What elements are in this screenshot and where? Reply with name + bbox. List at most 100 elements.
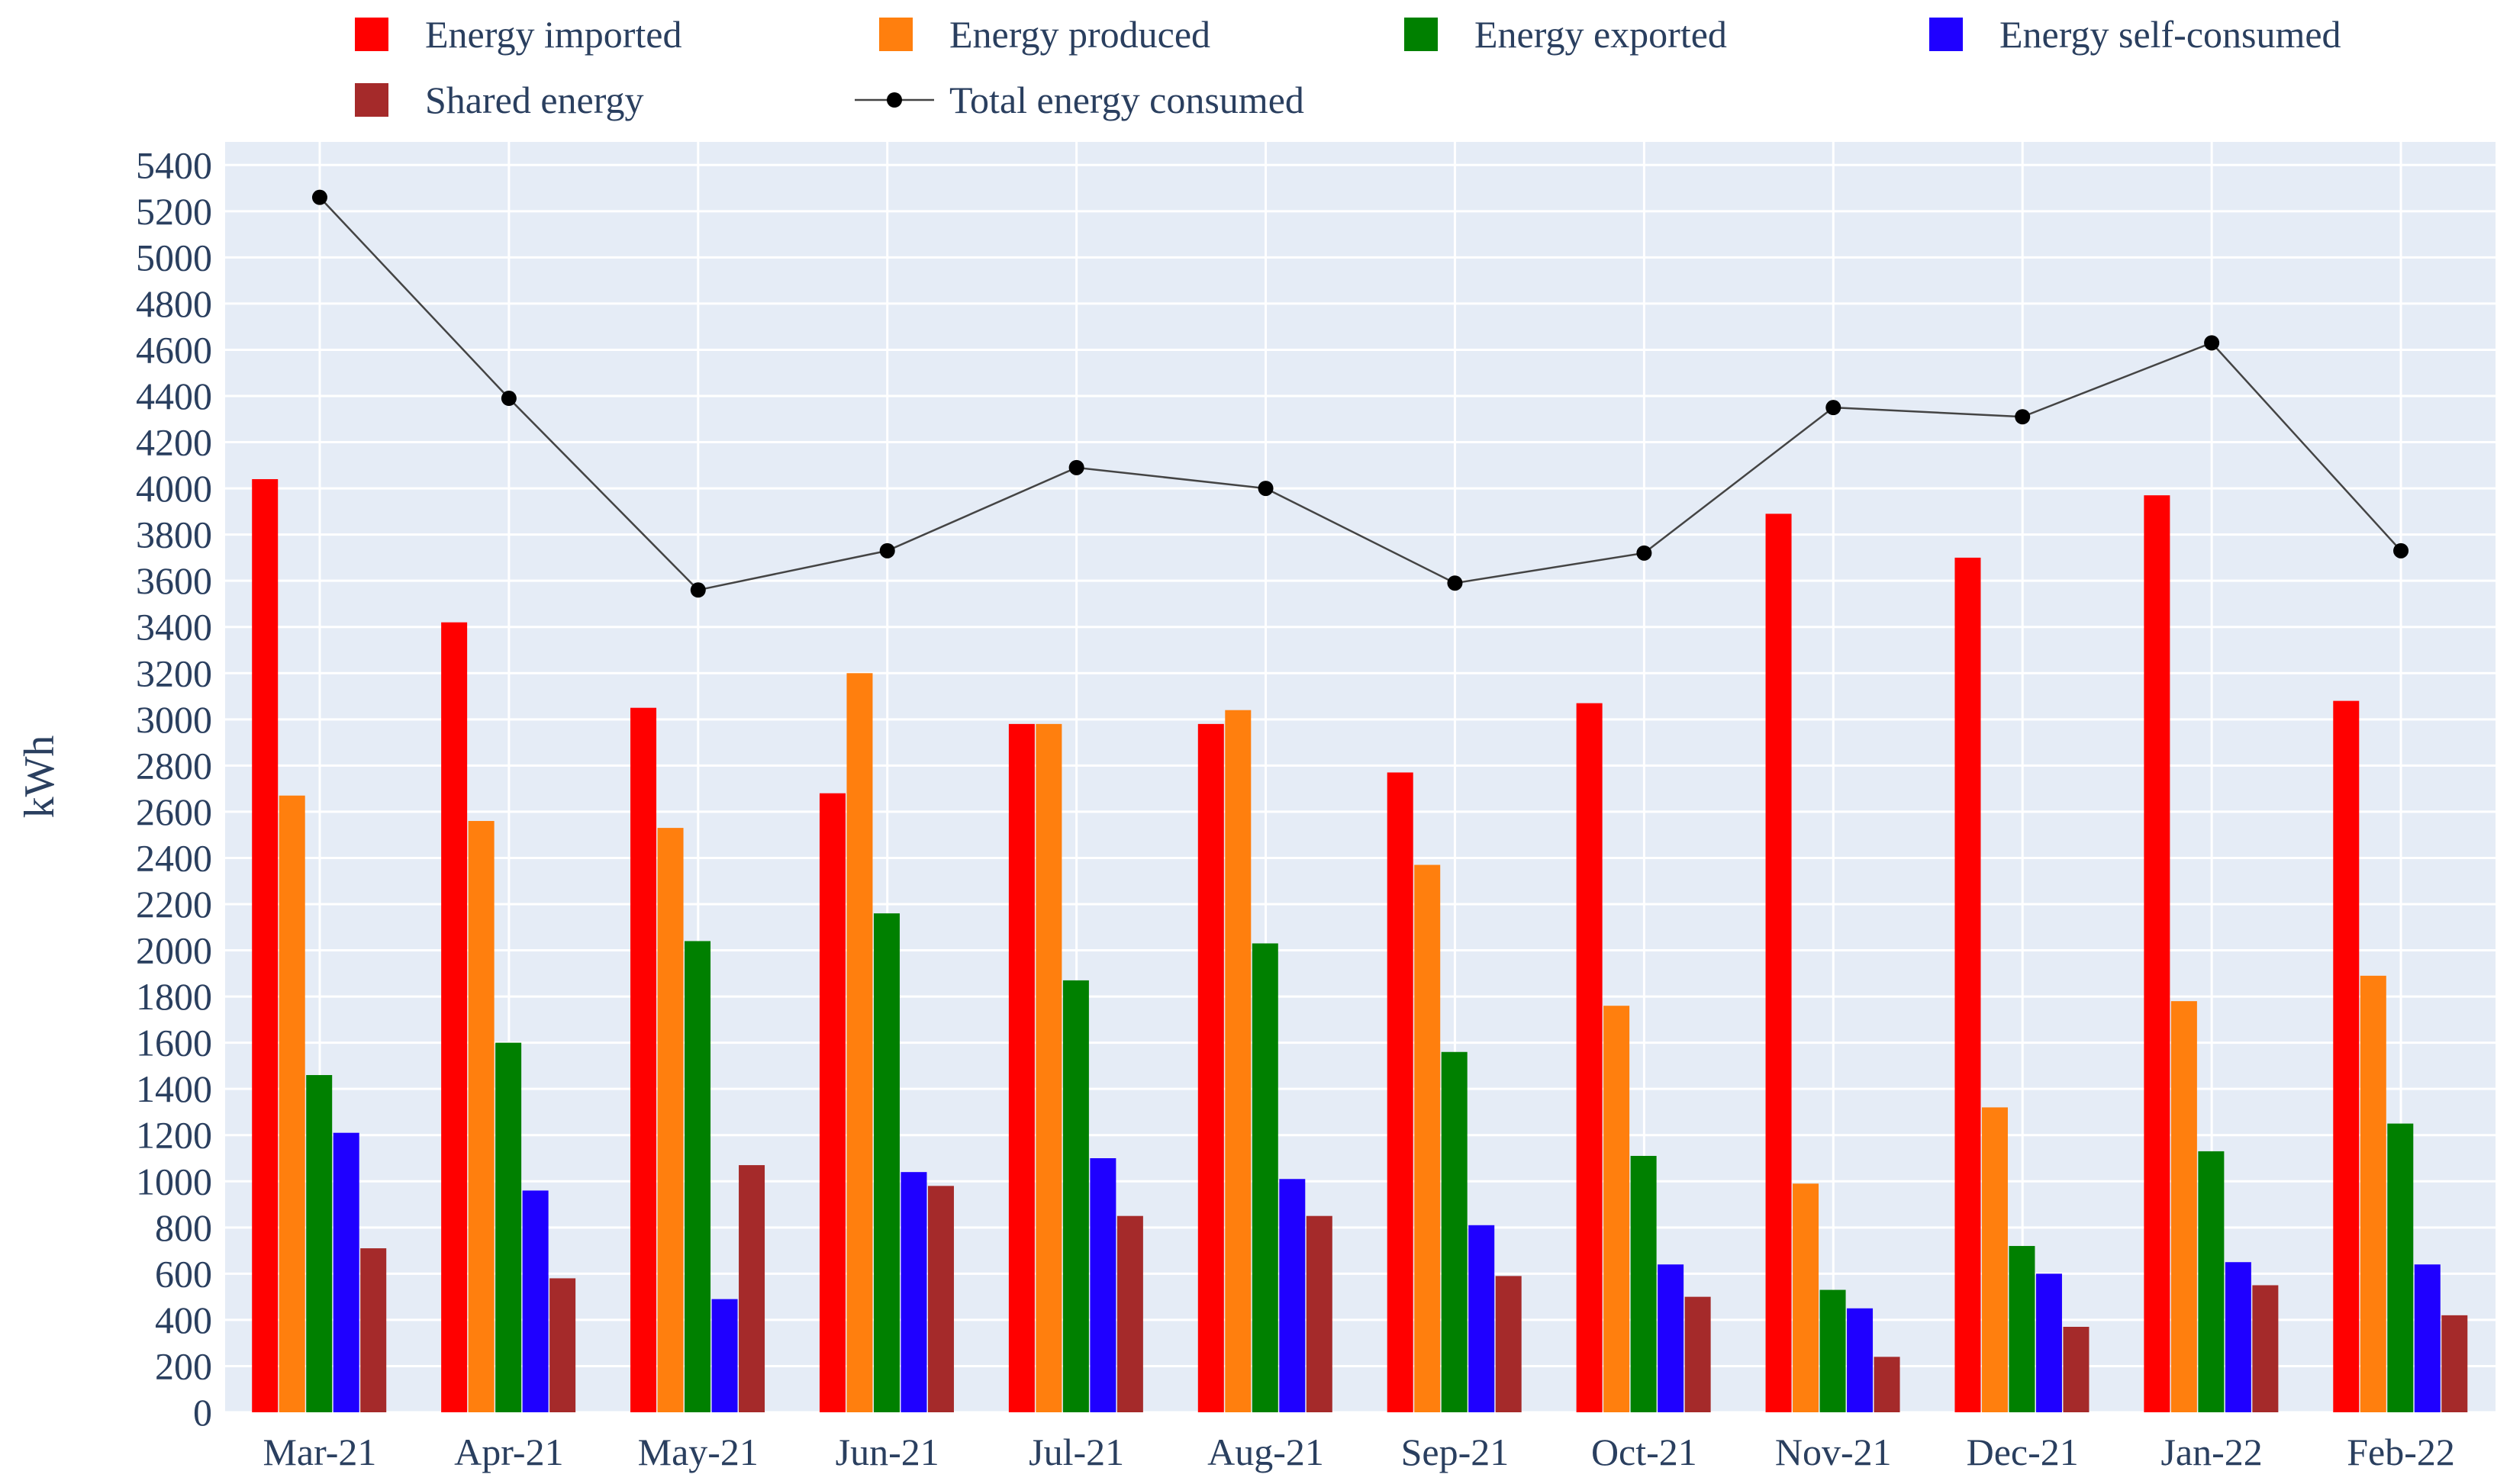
y-tick-label: 3200 [136, 652, 212, 694]
bar-shared-energy [1306, 1215, 1332, 1412]
bar-energy-produced [1225, 710, 1252, 1412]
bar-energy-produced [468, 821, 495, 1412]
bar-energy-imported [1954, 557, 1981, 1412]
legend-label: Total energy consumed [949, 79, 1304, 121]
legend-swatch [355, 83, 388, 117]
bar-shared-energy [1874, 1357, 1900, 1412]
total-energy-consumed-point [1447, 575, 1463, 591]
bar-energy-imported [1765, 513, 1792, 1413]
bar-shared-energy [739, 1165, 765, 1412]
bar-shared-energy [549, 1278, 576, 1412]
x-tick-label: May-21 [638, 1431, 759, 1473]
legend-item-energy-produced[interactable]: Energy produced [879, 13, 1210, 56]
total-energy-consumed-point [2393, 542, 2409, 559]
bar-shared-energy [927, 1186, 954, 1412]
legend-item-energy-self-consumed[interactable]: Energy self-consumed [1929, 13, 2341, 56]
bar-energy-self-consumed [711, 1299, 738, 1412]
y-tick-label: 2600 [136, 790, 212, 833]
legend-swatch [879, 18, 913, 51]
bar-energy-exported [2198, 1151, 2225, 1412]
y-tick-label: 1000 [136, 1160, 212, 1202]
y-tick-label: 2200 [136, 883, 212, 925]
x-tick-label: Jun-21 [836, 1431, 939, 1473]
bar-energy-exported [1062, 980, 1089, 1412]
bar-energy-produced [2170, 1001, 2197, 1412]
bar-energy-self-consumed [2414, 1264, 2441, 1412]
bar-energy-exported [1630, 1155, 1657, 1412]
bar-energy-produced [279, 795, 305, 1412]
bar-energy-imported [2333, 700, 2360, 1412]
bar-energy-self-consumed [2035, 1273, 2062, 1412]
total-energy-consumed-point [501, 391, 517, 407]
y-tick-label: 5200 [136, 190, 212, 233]
y-tick-label: 3400 [136, 606, 212, 649]
legend-item-energy-imported[interactable]: Energy imported [355, 13, 682, 56]
x-axis-ticks: Mar-21 Apr-21 May-21 Jun-21 Jul-21 Aug-21 Sep-… [263, 1431, 2454, 1473]
bar-energy-exported [873, 913, 900, 1412]
y-tick-label: 2400 [136, 836, 212, 879]
bar-energy-produced [1603, 1006, 1630, 1412]
legend-swatch [355, 18, 388, 51]
y-tick-label: 3600 [136, 559, 212, 602]
y-tick-label: 1200 [136, 1114, 212, 1157]
legend-label: Energy produced [949, 13, 1210, 56]
y-tick-label: 3000 [136, 698, 212, 741]
bar-energy-imported [1197, 723, 1224, 1412]
y-tick-label: 4800 [136, 282, 212, 325]
total-energy-consumed-point [1825, 400, 1841, 416]
legend-swatch [1929, 18, 1963, 51]
y-tick-label: 4400 [136, 375, 212, 417]
total-energy-consumed-point [1258, 481, 1274, 497]
legend-item-energy-exported[interactable]: Energy exported [1404, 13, 1727, 56]
bar-energy-exported [495, 1042, 522, 1412]
bar-energy-self-consumed [522, 1190, 549, 1412]
total-energy-consumed-line [319, 196, 2402, 591]
y-axis-ticks: 0200400600800100012001400160018002000220… [136, 143, 212, 1434]
bar-energy-imported [1576, 703, 1603, 1412]
bar-energy-imported [441, 622, 468, 1412]
total-energy-consumed-point [2015, 409, 2031, 425]
bar-energy-produced [657, 828, 684, 1412]
legend-swatch [1404, 18, 1438, 51]
total-energy-consumed-point [1068, 459, 1084, 475]
y-tick-label: 600 [155, 1252, 212, 1295]
bar-energy-imported [252, 478, 279, 1412]
bar-energy-exported [1819, 1289, 1846, 1412]
bar-shared-energy [1684, 1296, 1711, 1412]
y-tick-label: 1600 [136, 1022, 212, 1064]
legend-item-shared-energy[interactable]: Shared energy [355, 79, 643, 121]
x-tick-label: Oct-21 [1591, 1431, 1697, 1473]
bar-energy-produced [1036, 723, 1062, 1412]
bar-energy-exported [1252, 943, 1278, 1412]
x-tick-label: Feb-22 [2347, 1431, 2455, 1473]
plot-area [225, 142, 2496, 1412]
x-tick-label: Apr-21 [454, 1431, 563, 1473]
bar-energy-exported [2009, 1246, 2035, 1412]
total-energy-consumed-point [879, 542, 895, 559]
bar-energy-self-consumed [1090, 1158, 1116, 1412]
y-tick-label: 5000 [136, 236, 212, 278]
legend-marker [887, 92, 902, 108]
bar-energy-imported [1387, 772, 1413, 1412]
legend-label: Energy self-consumed [1999, 13, 2341, 56]
bar-energy-exported [306, 1075, 333, 1412]
bar-energy-exported [685, 941, 711, 1412]
bar-energy-produced [846, 673, 873, 1412]
bar-energy-exported [1441, 1051, 1468, 1412]
total-line-series [311, 189, 2409, 598]
y-tick-label: 4000 [136, 467, 212, 510]
bar-energy-exported [2387, 1123, 2414, 1412]
bar-shared-energy [2252, 1285, 2279, 1412]
legend: Energy imported Energy produced Energy exp… [355, 13, 2341, 121]
x-tick-label: Sep-21 [1401, 1431, 1510, 1473]
bar-energy-self-consumed [2225, 1262, 2251, 1412]
bar-energy-self-consumed [1468, 1225, 1495, 1412]
y-tick-label: 2000 [136, 929, 212, 972]
y-tick-label: 2800 [136, 744, 212, 787]
legend-label: Shared energy [425, 79, 643, 121]
bar-shared-energy [2441, 1315, 2468, 1412]
legend-item-total-energy-consumed[interactable]: Total energy consumed [855, 79, 1304, 121]
bar-shared-energy [1495, 1276, 1522, 1412]
y-tick-label: 1800 [136, 975, 212, 1018]
y-tick-label: 200 [155, 1344, 212, 1387]
